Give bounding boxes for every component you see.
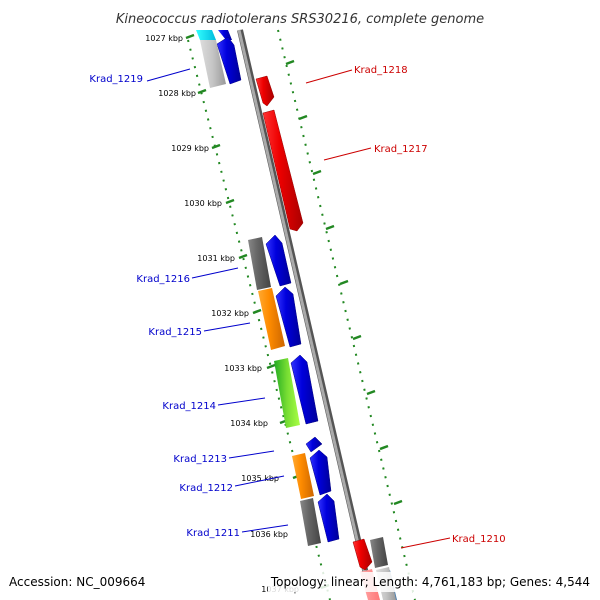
kbp-label: 1031 kbp	[197, 254, 235, 263]
gene-arrow-krad-1215[interactable]	[275, 286, 302, 348]
gene-label-krad-1210[interactable]: Krad_1210	[452, 534, 506, 545]
gene-label-krad-1211[interactable]: Krad_1211	[186, 528, 240, 539]
gene-arrow-krad-1214[interactable]	[290, 354, 319, 425]
gene-arrow-top-blue[interactable]	[218, 30, 232, 40]
gene-arrow-krad-1218[interactable]	[255, 75, 275, 107]
footer-left-backdrop	[0, 572, 150, 592]
gene-arrow-krad-1212[interactable]	[309, 449, 332, 496]
category-box-krad-1216[interactable]	[248, 237, 271, 290]
gene-arrow-krad-1213[interactable]	[305, 436, 323, 453]
gene-arrow-krad-1219[interactable]	[216, 36, 242, 85]
ruler-dotted-right	[277, 29, 416, 600]
footer-right-backdrop	[268, 572, 600, 592]
gene-arrow-krad-1210[interactable]	[352, 538, 373, 571]
forward-strand-genes	[216, 30, 397, 600]
gene-label-krad-1213[interactable]: Krad_1213	[173, 454, 227, 465]
map-title: Kineococcus radiotolerans SRS30216, comp…	[116, 12, 484, 27]
category-box-cyan[interactable]	[196, 30, 216, 40]
kbp-label: 1027 kbp	[145, 34, 183, 43]
gene-label-krad-1212[interactable]: Krad_1212	[179, 483, 233, 494]
kbp-label: 1030 kbp	[184, 199, 222, 208]
category-box-krad-1212[interactable]	[292, 453, 314, 499]
ruler-dotted-left	[187, 39, 331, 600]
kbp-label: 1035 kbp	[241, 474, 279, 483]
category-box-krad-1219[interactable]	[200, 40, 226, 88]
gene-arrow-krad-1216[interactable]	[265, 234, 292, 287]
category-box-krad-1211[interactable]	[300, 498, 321, 546]
gene-label-krad-1218[interactable]: Krad_1218	[354, 65, 408, 76]
category-box-krad-1214[interactable]	[274, 358, 300, 428]
label-leaders	[146, 68, 451, 549]
genome-summary-text: Topology: linear; Length: 4,761,183 bp; …	[270, 575, 590, 589]
gene-arrow-krad-1211[interactable]	[317, 493, 340, 543]
gene-label-krad-1217[interactable]: Krad_1217	[374, 144, 428, 155]
gene-label-krad-1216[interactable]: Krad_1216	[136, 274, 190, 285]
category-box-krad-1210[interactable]	[370, 537, 388, 568]
gene-label-krad-1215[interactable]: Krad_1215	[148, 327, 202, 338]
kbp-label: 1034 kbp	[230, 419, 268, 428]
kbp-label: 1032 kbp	[211, 309, 249, 318]
kbp-label: 1033 kbp	[224, 364, 262, 373]
genome-backbone	[237, 29, 373, 600]
gene-label-krad-1214[interactable]: Krad_1214	[162, 401, 216, 412]
gene-label-krad-1219[interactable]: Krad_1219	[89, 74, 143, 85]
kbp-label: 1036 kbp	[250, 530, 288, 539]
gene-labels: Krad_1219 Krad_1216 Krad_1215 Krad_1214 …	[89, 65, 505, 545]
category-box-krad-1215[interactable]	[258, 288, 285, 350]
kbp-label: 1028 kbp	[158, 89, 196, 98]
kbp-label: 1029 kbp	[171, 144, 209, 153]
accession-text: Accession: NC_009664	[9, 575, 145, 589]
gene-arrow-krad-1217[interactable]	[262, 109, 304, 232]
